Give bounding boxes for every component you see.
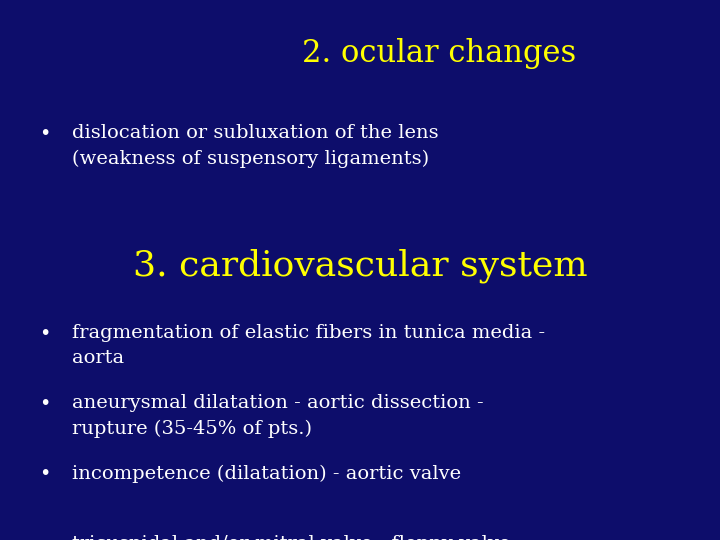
Text: aneurysmal dilatation - aortic dissection -
rupture (35-45% of pts.): aneurysmal dilatation - aortic dissectio… [72, 394, 484, 437]
Text: •: • [40, 324, 51, 343]
Text: tricuspidal and/or mitral valve - floppy valve: tricuspidal and/or mitral valve - floppy… [72, 535, 510, 540]
Text: fragmentation of elastic fibers in tunica media -
aorta: fragmentation of elastic fibers in tunic… [72, 324, 545, 367]
Text: 2. ocular changes: 2. ocular changes [302, 38, 577, 69]
Text: incompetence (dilatation) - aortic valve: incompetence (dilatation) - aortic valve [72, 464, 461, 483]
Text: •: • [40, 394, 51, 413]
Text: dislocation or subluxation of the lens
(weakness of suspensory ligaments): dislocation or subluxation of the lens (… [72, 124, 438, 167]
Text: •: • [40, 124, 51, 143]
Text: 3. cardiovascular system: 3. cardiovascular system [132, 248, 588, 283]
Text: •: • [40, 464, 51, 483]
Text: •: • [40, 535, 51, 540]
